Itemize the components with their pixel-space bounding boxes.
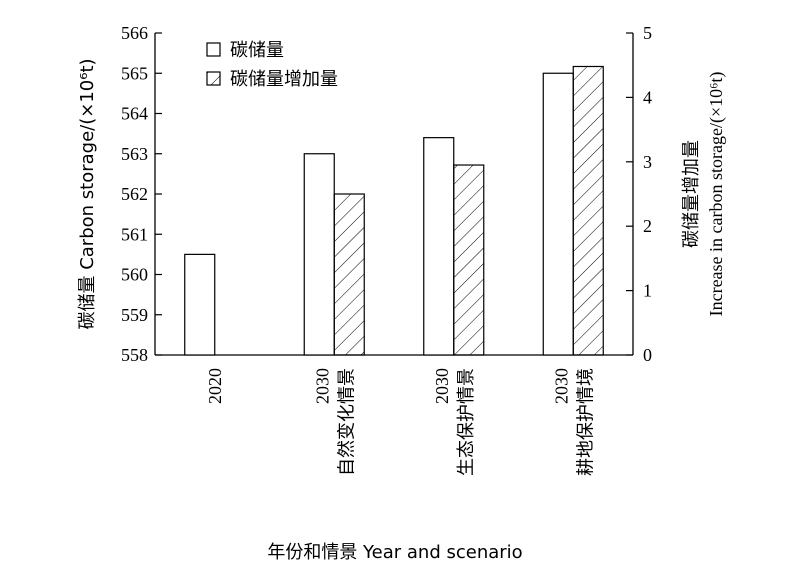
right-tick-label: 5 — [643, 23, 652, 43]
right-tick-label: 4 — [643, 87, 652, 107]
right-axis-ticks: 0 1 2 3 4 5 — [626, 23, 652, 365]
bar-carbon-storage — [184, 253, 216, 356]
bar-carbon-storage — [303, 153, 335, 356]
right-tick-label: 0 — [643, 345, 652, 365]
right-axis-title-line2: Increase in carbon storage/(×10⁶t) — [706, 72, 727, 317]
left-tick-label: 564 — [121, 104, 148, 124]
right-tick-label: 1 — [643, 281, 652, 301]
category-label-year: 2030 — [312, 368, 332, 404]
x-axis-title: 年份和情景 Year and scenario — [267, 542, 522, 563]
category-label-year: 2030 — [551, 368, 571, 404]
legend: 碳储量 碳储量增加量 — [206, 40, 338, 90]
bar-carbon-storage — [423, 137, 455, 356]
left-tick-label: 566 — [121, 23, 148, 43]
bar-carbon-increase — [572, 65, 604, 356]
bar-carbon-increase — [453, 164, 485, 356]
category-label-scenario: 自然变化情景 — [336, 368, 357, 476]
left-axis-title: 碳储量 Carbon storage/(×10⁶t) — [77, 58, 98, 329]
right-tick-label: 2 — [643, 216, 652, 236]
legend-swatch-carbon-storage — [206, 42, 221, 57]
bar-carbon-increase — [333, 193, 365, 356]
left-tick-label: 565 — [121, 63, 148, 83]
category-label-scenario: 耕地保护情境 — [575, 368, 596, 476]
legend-label-carbon-increase: 碳储量增加量 — [230, 69, 338, 90]
left-tick-label: 560 — [121, 265, 148, 285]
right-axis-title-line1: 碳储量增加量 — [681, 140, 702, 248]
category-label-scenario: 生态保护情景 — [456, 368, 477, 476]
legend-swatch-carbon-increase — [206, 71, 221, 86]
legend-label-carbon-storage: 碳储量 — [230, 40, 284, 61]
left-tick-label: 558 — [121, 345, 148, 365]
left-axis-ticks: 558 559 560 561 562 563 564 565 566 — [121, 23, 162, 365]
category-label-year: 2020 — [205, 368, 225, 404]
left-tick-label: 563 — [121, 144, 148, 164]
left-tick-label: 562 — [121, 184, 148, 204]
right-tick-label: 3 — [643, 152, 652, 172]
category-labels: 2020 2030 自然变化情景 2030 生态保护情景 2030 耕地保护情境 — [205, 368, 597, 476]
left-tick-label: 559 — [121, 305, 148, 325]
category-label-year: 2030 — [432, 368, 452, 404]
left-tick-label: 561 — [121, 224, 148, 244]
bar-carbon-storage — [542, 72, 574, 356]
bars — [184, 65, 604, 356]
